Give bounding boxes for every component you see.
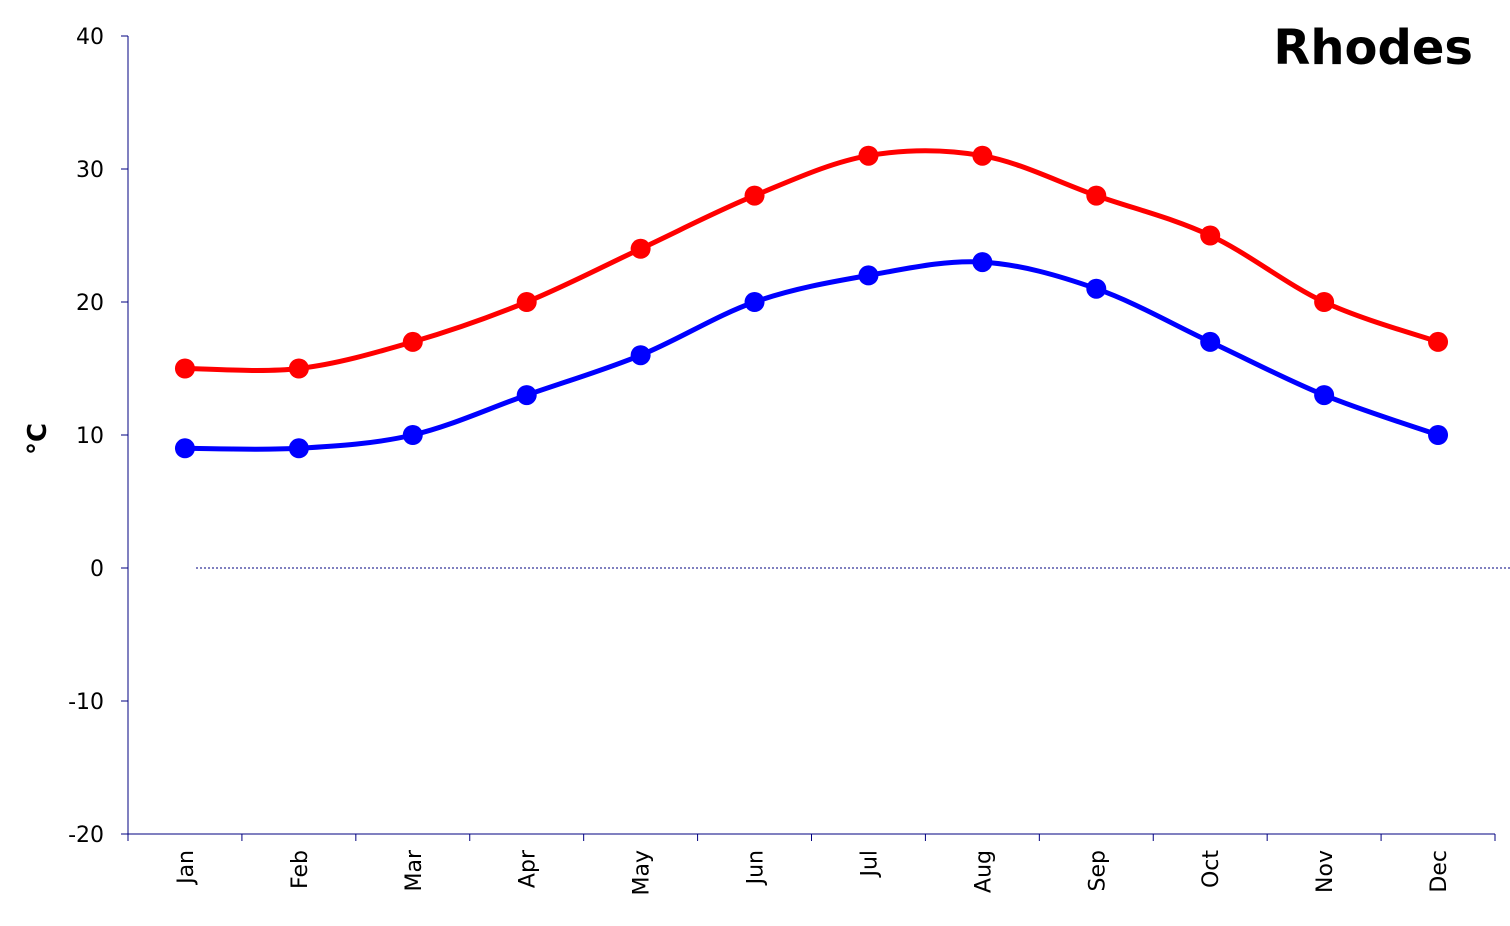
y-tick-label: 10	[76, 424, 104, 449]
series-group	[174, 145, 1449, 459]
series-2-point	[630, 345, 651, 366]
y-tick-label: 40	[76, 25, 104, 50]
series-2-point	[174, 438, 195, 459]
series-2-point	[1314, 385, 1335, 406]
x-tick-label: Aug	[971, 850, 996, 893]
y-tick-label: 0	[90, 557, 104, 582]
series-1-point	[516, 292, 537, 312]
chart-title: Rhodes	[1273, 20, 1473, 76]
series-2-point	[1200, 331, 1221, 352]
series-2-point	[1086, 278, 1107, 299]
y-tick-label: -20	[68, 823, 104, 848]
y-tick-label: 30	[76, 158, 104, 183]
series-1-point	[402, 331, 423, 352]
series-2-point	[972, 252, 993, 273]
series-1-point	[1428, 331, 1449, 352]
y-axis-label: °C	[23, 423, 53, 455]
y-tick-label: 20	[76, 291, 104, 316]
series-2-point	[744, 292, 765, 312]
series-1-point	[744, 185, 765, 206]
x-tick-label: Jun	[744, 850, 769, 886]
x-tick-label: Jul	[857, 850, 882, 879]
x-tick-label: Apr	[516, 849, 541, 888]
series-1-point	[630, 238, 651, 259]
series-1-point	[972, 145, 993, 166]
series-1-point	[1086, 185, 1107, 206]
series-1-point	[1314, 292, 1335, 312]
x-tick-label: Jan	[174, 850, 199, 886]
axes: 40 30 20 10 0 -10 -20 Jan Feb Mar Apr May Jun Jul Aug S…	[68, 25, 1496, 895]
x-tick-label: Oct	[1199, 850, 1224, 888]
series-2-point	[1428, 425, 1449, 445]
y-tick-label: -10	[68, 690, 104, 715]
series-1-point	[288, 358, 309, 379]
series-line-1	[184, 148, 1439, 373]
x-tick-label: Sep	[1085, 850, 1110, 891]
series-2-point	[516, 385, 537, 406]
series-2-point	[288, 438, 309, 459]
series-1-point	[174, 358, 195, 379]
series-2-point	[858, 265, 879, 286]
series-1-point	[1200, 225, 1221, 246]
x-tick-label: Nov	[1313, 850, 1338, 893]
x-tick-label: May	[630, 850, 655, 895]
series-1-point	[858, 145, 879, 166]
x-tick-label: Mar	[402, 849, 427, 891]
series-2-point	[402, 425, 423, 445]
x-tick-label: Dec	[1427, 850, 1452, 893]
x-tick-label: Feb	[288, 850, 313, 889]
